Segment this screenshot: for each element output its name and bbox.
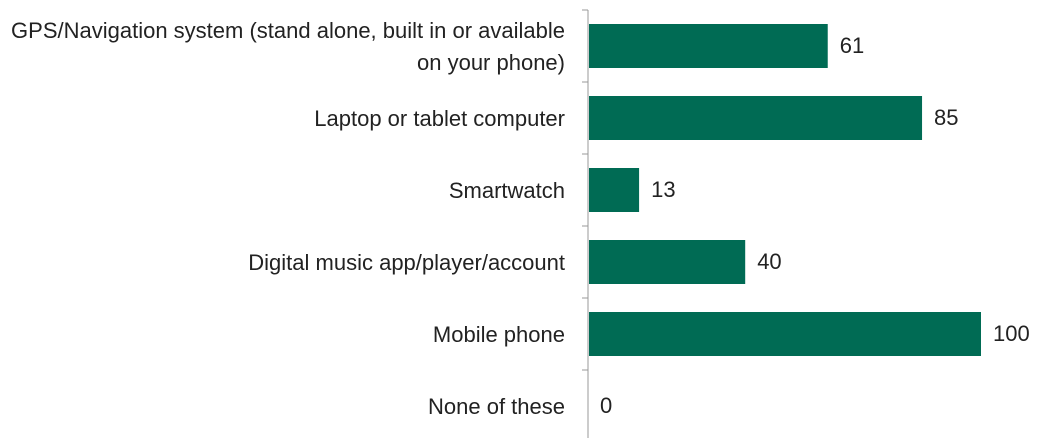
bar — [589, 168, 640, 212]
category-label: None of these — [428, 394, 565, 419]
category-label: Mobile phone — [432, 322, 565, 347]
value-label: 100 — [993, 321, 1030, 346]
value-label: 61 — [840, 33, 864, 58]
bar — [589, 312, 981, 356]
category-label: Smartwatch — [448, 178, 565, 203]
category-label: Digital music app/player/account — [248, 250, 565, 275]
value-label: 0 — [600, 393, 612, 418]
bar — [589, 240, 746, 284]
value-label: 13 — [651, 177, 675, 202]
bar — [589, 24, 828, 68]
bar — [589, 96, 923, 140]
category-label: GPS/Navigation system (stand alone, buil… — [11, 18, 565, 75]
category-label: Laptop or tablet computer — [314, 106, 565, 131]
value-label: 40 — [757, 249, 781, 274]
value-label: 85 — [934, 105, 958, 130]
